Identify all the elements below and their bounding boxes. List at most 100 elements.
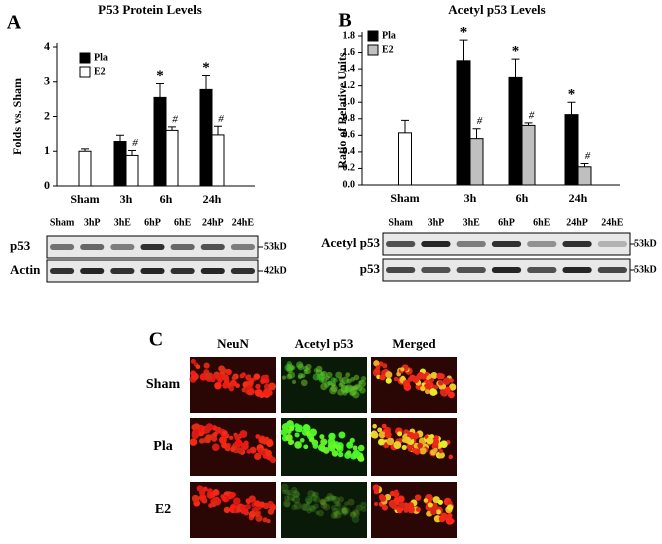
cell (406, 443, 412, 450)
cell (432, 447, 438, 453)
cell (313, 491, 319, 498)
cell (281, 489, 287, 495)
cell (267, 390, 273, 396)
cell (231, 375, 236, 381)
x-tick-label: 24h (569, 191, 588, 205)
band (491, 241, 522, 247)
cell (384, 493, 392, 501)
cell (311, 491, 317, 497)
cell (351, 515, 360, 524)
significance-mark: * (460, 25, 468, 41)
cell (191, 431, 200, 439)
cell (217, 377, 223, 383)
cell (417, 442, 423, 449)
bar (469, 138, 484, 186)
cell (379, 374, 386, 381)
cell (377, 438, 385, 446)
cell (280, 483, 289, 492)
cell (437, 499, 443, 505)
cell (390, 502, 398, 510)
error-bar (116, 134, 124, 142)
cell (415, 507, 421, 513)
band (110, 244, 135, 250)
cell (307, 490, 315, 498)
error-bar (567, 101, 576, 115)
lane-label: 6hP (144, 217, 161, 228)
cell (235, 507, 242, 513)
cell (315, 510, 320, 515)
cell (292, 495, 301, 504)
legend-swatch (367, 30, 379, 42)
panel-label: A (7, 12, 22, 34)
cell (260, 378, 266, 384)
legend-swatch (79, 66, 91, 78)
bar (199, 88, 213, 187)
cell (262, 517, 268, 523)
legend-swatch (367, 44, 379, 56)
cell (442, 377, 451, 386)
cell (305, 497, 313, 505)
cell (341, 507, 348, 514)
cell (407, 506, 415, 514)
cell (221, 430, 228, 437)
cell (246, 388, 254, 396)
cell (203, 362, 210, 369)
y-tick-label: 1.2 (343, 80, 356, 91)
x-tick-label: 24h (203, 192, 222, 206)
panel-label: C (149, 329, 163, 351)
y-tick-label: 3 (44, 74, 50, 88)
band (597, 241, 627, 247)
x-tick-label: Sham (70, 192, 99, 206)
cell (341, 510, 348, 516)
band (50, 244, 75, 250)
cell (291, 504, 298, 511)
significance-mark: # (172, 113, 178, 125)
cell (400, 375, 405, 380)
cell (320, 502, 328, 509)
x-tick-label: 6h (160, 192, 173, 206)
band (170, 268, 195, 274)
bar (508, 76, 523, 186)
cell (259, 501, 265, 508)
cell (265, 449, 272, 457)
error-bar (459, 39, 468, 61)
cell (234, 439, 243, 447)
cell (290, 486, 298, 494)
cell (350, 511, 356, 517)
cell (282, 375, 287, 380)
cell (246, 374, 252, 379)
cell (208, 503, 213, 508)
y-tick-label: 4 (44, 39, 50, 53)
cell (440, 440, 448, 448)
cell (286, 373, 293, 380)
cell (280, 428, 288, 436)
cell (361, 506, 367, 513)
cell (257, 447, 264, 454)
cell (285, 433, 293, 442)
cell (204, 372, 212, 380)
row-label: E2 (155, 502, 171, 517)
cell (401, 444, 407, 451)
cell (247, 385, 252, 390)
legend-label: Pla (94, 52, 108, 63)
cell (255, 383, 261, 390)
y-tick-label: 0 (44, 178, 50, 192)
cell (235, 383, 240, 389)
bar (564, 114, 579, 186)
cell (214, 382, 222, 390)
cell (446, 504, 454, 511)
cell (448, 454, 454, 460)
cell (347, 498, 355, 506)
cell (294, 441, 302, 449)
cell (385, 371, 393, 379)
band (597, 267, 627, 273)
cell (254, 389, 263, 397)
cell (300, 379, 308, 387)
cell (427, 502, 433, 508)
lane-label: 6hE (533, 217, 551, 228)
cell (288, 425, 295, 432)
cell (353, 374, 360, 381)
cell (357, 444, 365, 452)
cell (222, 497, 227, 502)
cell (331, 382, 336, 388)
